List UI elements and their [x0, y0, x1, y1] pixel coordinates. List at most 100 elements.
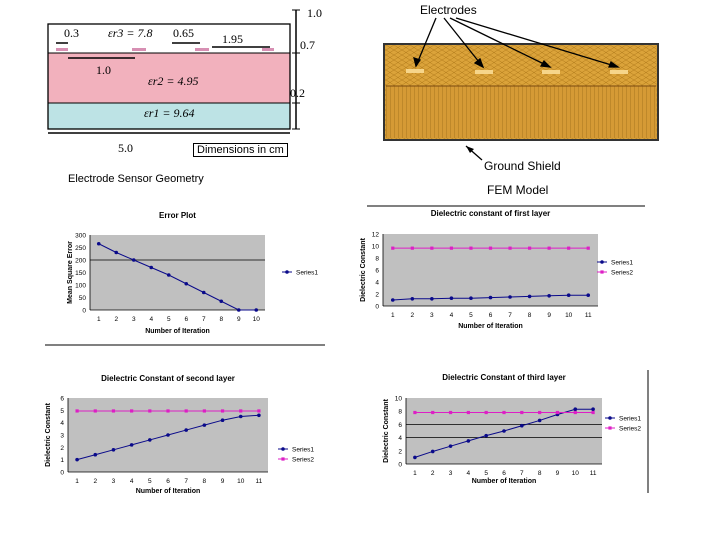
y-tick-label: 6	[60, 396, 64, 403]
x-axis-label: Number of Iteration	[145, 328, 210, 335]
data-point	[184, 281, 189, 286]
x-tick-label: 3	[430, 312, 434, 319]
y-tick-label: 200	[75, 258, 86, 265]
data-point	[254, 308, 259, 312]
data-point	[129, 443, 134, 447]
chart-title: Dielectric Constant of third layer	[442, 373, 566, 382]
legend-label: Series2	[611, 270, 633, 277]
permittivity-layer-1: εr1 = 9.64	[144, 106, 195, 120]
x-tick-label: 1	[75, 478, 79, 485]
x-tick-label: 10	[572, 470, 580, 477]
data-point	[75, 409, 79, 413]
data-point	[96, 241, 101, 246]
data-point	[202, 423, 207, 427]
data-point	[448, 410, 453, 415]
data-point	[547, 246, 551, 250]
plot-area	[383, 234, 598, 306]
data-point	[413, 455, 417, 460]
data-point	[484, 433, 488, 438]
data-point	[201, 290, 206, 295]
y-tick-label: 4	[375, 280, 379, 287]
y-tick-label: 1	[60, 457, 64, 464]
legend-marker	[600, 270, 604, 274]
data-point	[93, 452, 98, 457]
legend-marker	[285, 270, 289, 274]
x-tick-label: 6	[166, 478, 170, 485]
data-point	[520, 423, 524, 428]
x-tick-label: 1	[97, 316, 101, 323]
data-point	[236, 308, 241, 312]
geometry-caption: Electrode Sensor Geometry	[68, 173, 204, 185]
data-point	[431, 410, 435, 415]
legend-label: Series1	[292, 447, 314, 454]
y-tick-label: 8	[375, 256, 379, 263]
ground-shield-caption: Ground Shield	[484, 159, 561, 173]
y-tick-label: 0	[398, 462, 402, 469]
fem-electrode	[406, 69, 424, 73]
legend-marker	[608, 416, 612, 420]
x-tick-label: 4	[130, 478, 134, 485]
plot-area	[90, 235, 265, 310]
electrode-3	[195, 48, 209, 51]
data-point	[111, 409, 116, 413]
y-tick-label: 0	[375, 304, 379, 311]
chart-title: Error Plot	[159, 211, 196, 220]
x-tick-label: 11	[590, 470, 597, 477]
x-tick-label: 9	[547, 312, 551, 319]
permittivity-layer-3: εr3 = 7.8	[108, 26, 153, 40]
y-tick-label: 4	[60, 420, 64, 427]
data-point	[391, 246, 395, 250]
ground-shield-arrowhead	[466, 146, 474, 153]
legend-label: Series2	[619, 426, 641, 433]
data-point	[413, 410, 417, 415]
x-tick-label: 10	[237, 478, 245, 485]
data-point	[469, 246, 473, 250]
dim-label-03: 0.3	[64, 26, 79, 40]
data-point	[469, 296, 473, 300]
data-point	[166, 273, 171, 277]
electrode-2	[132, 48, 146, 51]
data-point	[508, 246, 512, 250]
dim-label-195: 1.95	[222, 32, 243, 46]
x-tick-label: 3	[449, 470, 453, 477]
x-tick-label: 7	[508, 312, 512, 319]
y-tick-label: 2	[375, 292, 379, 299]
y-axis-label: Dielectric Constant	[360, 237, 367, 301]
y-tick-label: 0	[82, 308, 86, 315]
dim-label-065: 0.65	[173, 26, 194, 40]
data-point	[130, 409, 134, 413]
x-tick-label: 2	[93, 478, 97, 485]
y-tick-label: 5	[60, 408, 64, 415]
data-point	[573, 407, 578, 412]
data-point	[508, 295, 512, 299]
data-point	[488, 295, 493, 300]
chart-title: Dielectric constant of first layer	[431, 209, 551, 218]
y-tick-label: 12	[372, 232, 380, 239]
x-tick-label: 9	[556, 470, 560, 477]
legend-label: Series1	[296, 270, 318, 277]
dimensions-caption: Dimensions in cm	[193, 143, 288, 157]
data-point	[390, 298, 395, 302]
electrodes-caption: Electrodes	[420, 3, 477, 17]
x-tick-label: 7	[520, 470, 524, 477]
x-tick-label: 5	[167, 316, 171, 323]
x-tick-label: 1	[413, 470, 417, 477]
x-tick-label: 5	[148, 478, 152, 485]
x-tick-label: 2	[431, 470, 435, 477]
data-point	[484, 410, 488, 415]
error-plot-chart: Error Plot 0 50 100 150 200 250 300 1 2 3 4 5 6 7 8 9 10 N…	[45, 211, 325, 346]
data-point	[114, 250, 119, 255]
y-tick-label: 4	[398, 435, 402, 442]
data-point	[111, 448, 116, 452]
y-tick-label: 150	[75, 270, 86, 277]
data-point	[537, 418, 542, 423]
chart-title: Dielectric Constant of second layer	[101, 374, 235, 383]
data-point	[448, 444, 453, 448]
x-tick-label: 7	[202, 316, 206, 323]
data-point	[148, 438, 152, 442]
data-point	[527, 246, 532, 250]
data-point	[586, 293, 591, 297]
fem-model-panel	[383, 17, 659, 161]
legend-label: Series1	[619, 416, 641, 423]
x-tick-label: 4	[467, 470, 471, 477]
